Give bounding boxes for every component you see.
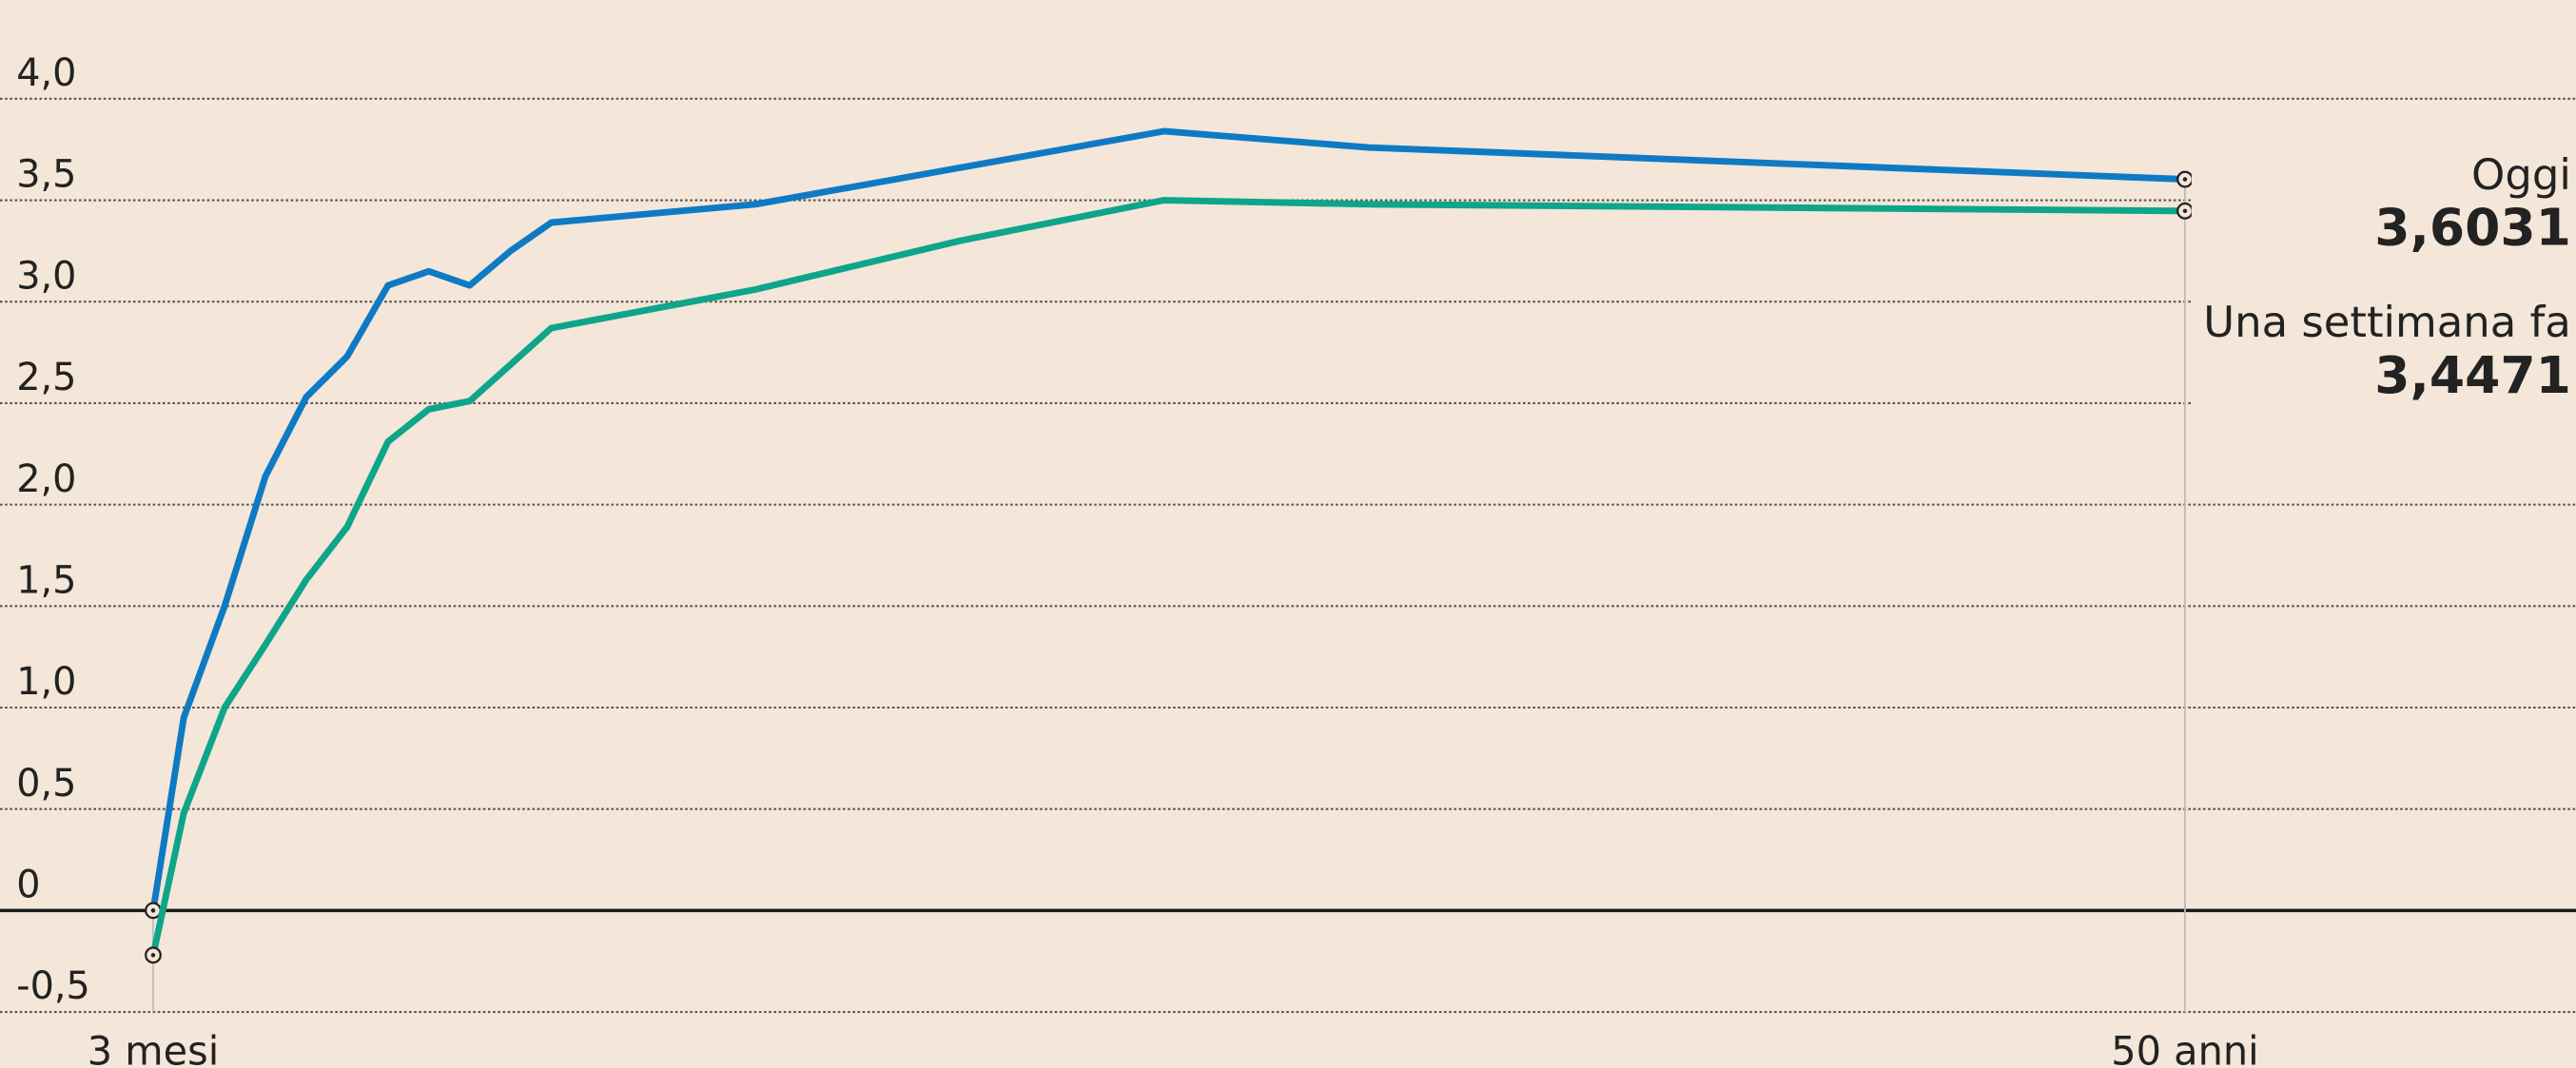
y-tick-label: 3,5 [16,153,76,197]
endpoint-dot [150,908,156,913]
series-line [149,197,2185,957]
y-tick-label: 0 [16,864,40,907]
y-tick-label: -0,5 [16,964,90,1008]
value-label: 3,4471 [2374,345,2571,405]
y-tick-label: 2,5 [16,356,76,399]
endpoint-dot [150,953,156,958]
y-tick-label: 1,0 [16,660,76,704]
value-label: 3,6031 [2374,198,2571,258]
x-tick-label: 3 mesi [88,1028,220,1068]
legend-background [2191,141,2576,261]
labels: -0,5 0 0,5 1,0 1,5 2,0 2,5 3,0 3,5 4,0 3 mesi 50 an… [16,51,2576,1068]
x-tick-label: 50 anni [2111,1028,2258,1068]
y-tick-label: 3,0 [16,254,76,298]
y-tick-label: 1,5 [16,558,76,602]
y-tick-label: 2,0 [16,457,76,501]
legend-background [2191,289,2576,408]
legend-label: Oggi [2471,149,2571,200]
legend-label: Una settimana fa [2203,297,2571,347]
plot [145,127,2194,964]
y-tick-label: 0,5 [16,762,76,806]
endpoint-dot [2182,208,2188,214]
series-line [149,127,2186,911]
y-tick-label: 4,0 [16,51,76,95]
endpoint-dot [2182,177,2188,182]
